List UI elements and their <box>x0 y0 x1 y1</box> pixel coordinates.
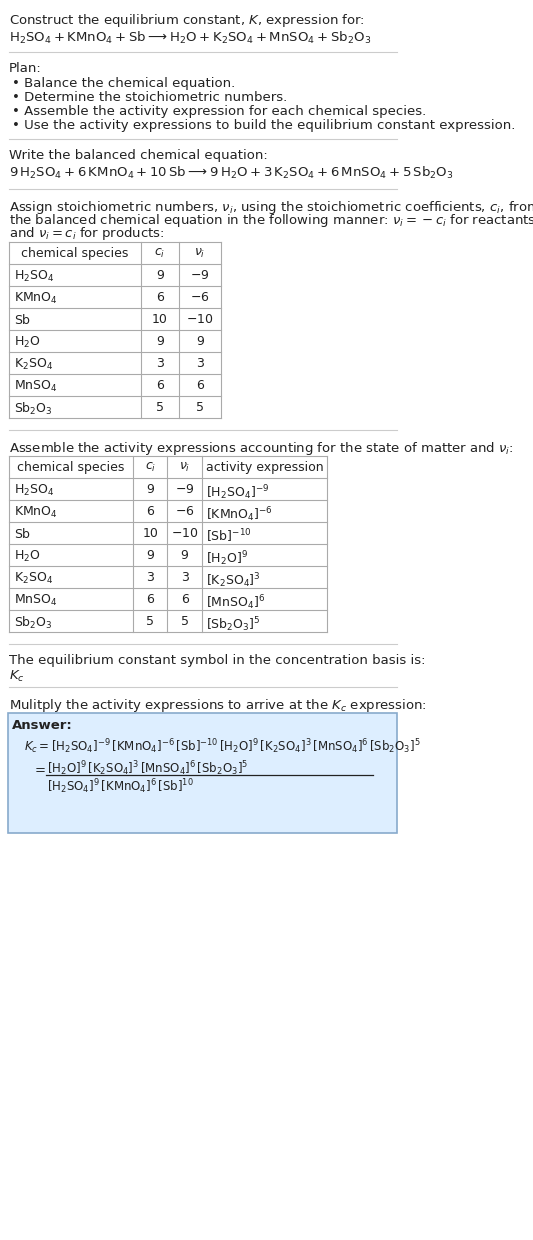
Text: activity expression: activity expression <box>206 461 324 474</box>
Text: $c_i$: $c_i$ <box>154 247 166 260</box>
Text: $-6$: $-6$ <box>190 291 209 304</box>
Text: $\mathrm{KMnO_4}$: $\mathrm{KMnO_4}$ <box>14 291 58 306</box>
Text: • Balance the chemical equation.: • Balance the chemical equation. <box>12 77 236 91</box>
Text: $\mathrm{MnSO_4}$: $\mathrm{MnSO_4}$ <box>14 593 57 608</box>
Text: chemical species: chemical species <box>21 247 128 260</box>
Text: • Determine the stoichiometric numbers.: • Determine the stoichiometric numbers. <box>12 91 287 104</box>
Text: Assemble the activity expressions accounting for the state of matter and $\nu_i$: Assemble the activity expressions accoun… <box>9 440 514 458</box>
Text: $[\mathrm{H_2SO_4}]^{9}\,[\mathrm{KMnO_4}]^{6}\,[\mathrm{Sb}]^{10}$: $[\mathrm{H_2SO_4}]^{9}\,[\mathrm{KMnO_4… <box>47 777 194 796</box>
Text: $\mathrm{K_2SO_4}$: $\mathrm{K_2SO_4}$ <box>14 570 53 587</box>
Text: Plan:: Plan: <box>9 62 42 74</box>
Text: $9\,\mathrm{H_2SO_4} + 6\,\mathrm{KMnO_4} + 10\,\mathrm{Sb} \longrightarrow 9\,\: $9\,\mathrm{H_2SO_4} + 6\,\mathrm{KMnO_4… <box>9 165 454 181</box>
Text: 5: 5 <box>156 401 164 414</box>
Text: $K_c$: $K_c$ <box>9 670 25 684</box>
Text: Mulitply the activity expressions to arrive at the $K_c$ expression:: Mulitply the activity expressions to arr… <box>9 697 427 714</box>
Text: $\nu_i$: $\nu_i$ <box>179 461 190 474</box>
Text: $[\mathrm{MnSO_4}]^{6}$: $[\mathrm{MnSO_4}]^{6}$ <box>206 593 266 611</box>
Text: 9: 9 <box>156 335 164 348</box>
Text: 3: 3 <box>181 570 189 584</box>
Text: $\mathrm{Sb_2O_3}$: $\mathrm{Sb_2O_3}$ <box>14 401 52 417</box>
Text: Construct the equilibrium constant, $K$, expression for:: Construct the equilibrium constant, $K$,… <box>9 12 365 29</box>
Text: 6: 6 <box>147 505 154 518</box>
Text: $\mathrm{H_2SO_4}$: $\mathrm{H_2SO_4}$ <box>14 484 54 498</box>
Text: 5: 5 <box>147 615 155 627</box>
Text: $[\mathrm{K_2SO_4}]^{3}$: $[\mathrm{K_2SO_4}]^{3}$ <box>206 570 261 590</box>
Text: $\mathrm{Sb}$: $\mathrm{Sb}$ <box>14 312 31 327</box>
Text: Answer:: Answer: <box>12 719 73 732</box>
Text: $\mathrm{H_2SO_4}$: $\mathrm{H_2SO_4}$ <box>14 269 54 284</box>
Text: Assign stoichiometric numbers, $\nu_i$, using the stoichiometric coefficients, $: Assign stoichiometric numbers, $\nu_i$, … <box>9 198 533 216</box>
Text: 3: 3 <box>156 357 164 370</box>
Text: Write the balanced chemical equation:: Write the balanced chemical equation: <box>9 149 268 162</box>
Text: $\mathrm{H_2O}$: $\mathrm{H_2O}$ <box>14 335 41 350</box>
Text: $\mathrm{Sb_2O_3}$: $\mathrm{Sb_2O_3}$ <box>14 615 52 631</box>
Text: 9: 9 <box>147 484 154 496</box>
Text: $c_i$: $c_i$ <box>145 461 156 474</box>
Text: 10: 10 <box>152 312 168 326</box>
Text: 6: 6 <box>156 291 164 304</box>
Text: chemical species: chemical species <box>18 461 125 474</box>
Text: 5: 5 <box>196 401 204 414</box>
Text: $[\mathrm{H_2O}]^{9}$: $[\mathrm{H_2O}]^{9}$ <box>206 549 248 568</box>
Text: 6: 6 <box>196 379 204 392</box>
Text: $[\mathrm{H_2SO_4}]^{-9}$: $[\mathrm{H_2SO_4}]^{-9}$ <box>206 484 270 502</box>
Text: 9: 9 <box>156 269 164 281</box>
Text: $[\mathrm{KMnO_4}]^{-6}$: $[\mathrm{KMnO_4}]^{-6}$ <box>206 505 273 523</box>
Text: 3: 3 <box>147 570 154 584</box>
Text: $[\mathrm{Sb}]^{-10}$: $[\mathrm{Sb}]^{-10}$ <box>206 527 252 544</box>
Text: $-6$: $-6$ <box>175 505 195 518</box>
Text: $-10$: $-10$ <box>171 527 198 539</box>
Text: $-10$: $-10$ <box>186 312 214 326</box>
Text: $\mathrm{K_2SO_4}$: $\mathrm{K_2SO_4}$ <box>14 357 53 372</box>
Text: $=$: $=$ <box>32 763 46 775</box>
Text: $\mathrm{KMnO_4}$: $\mathrm{KMnO_4}$ <box>14 505 58 520</box>
Text: $\mathrm{Sb}$: $\mathrm{Sb}$ <box>14 527 31 541</box>
Text: $\nu_i$: $\nu_i$ <box>194 247 206 260</box>
Text: $K_c = [\mathrm{H_2SO_4}]^{-9}\,[\mathrm{KMnO_4}]^{-6}\,[\mathrm{Sb}]^{-10}\,[\m: $K_c = [\mathrm{H_2SO_4}]^{-9}\,[\mathrm… <box>25 737 421 755</box>
Text: $-9$: $-9$ <box>190 269 209 281</box>
Text: 6: 6 <box>147 593 154 606</box>
Text: 3: 3 <box>196 357 204 370</box>
Text: and $\nu_i = c_i$ for products:: and $\nu_i = c_i$ for products: <box>9 224 165 242</box>
Text: $-9$: $-9$ <box>175 484 195 496</box>
Text: $[\mathrm{Sb_2O_3}]^{5}$: $[\mathrm{Sb_2O_3}]^{5}$ <box>206 615 261 634</box>
Text: 9: 9 <box>181 549 189 562</box>
Text: 9: 9 <box>196 335 204 348</box>
FancyBboxPatch shape <box>7 713 397 833</box>
Text: • Use the activity expressions to build the equilibrium constant expression.: • Use the activity expressions to build … <box>12 119 515 131</box>
Text: The equilibrium constant symbol in the concentration basis is:: The equilibrium constant symbol in the c… <box>9 653 426 667</box>
Text: $\mathrm{H_2SO_4 + KMnO_4 + Sb} \longrightarrow \mathrm{H_2O + K_2SO_4 + MnSO_4 : $\mathrm{H_2SO_4 + KMnO_4 + Sb} \longrig… <box>9 30 372 46</box>
Text: 10: 10 <box>142 527 158 539</box>
Text: 9: 9 <box>147 549 154 562</box>
Text: the balanced chemical equation in the following manner: $\nu_i = -c_i$ for react: the balanced chemical equation in the fo… <box>9 212 533 229</box>
Text: $[\mathrm{H_2O}]^{9}\,[\mathrm{K_2SO_4}]^{3}\,[\mathrm{MnSO_4}]^{6}\,[\mathrm{Sb: $[\mathrm{H_2O}]^{9}\,[\mathrm{K_2SO_4}]… <box>47 759 248 777</box>
Text: $\mathrm{MnSO_4}$: $\mathrm{MnSO_4}$ <box>14 379 57 394</box>
Text: 5: 5 <box>181 615 189 627</box>
Text: 6: 6 <box>156 379 164 392</box>
Text: • Assemble the activity expression for each chemical species.: • Assemble the activity expression for e… <box>12 105 426 118</box>
Text: 6: 6 <box>181 593 189 606</box>
Text: $\mathrm{H_2O}$: $\mathrm{H_2O}$ <box>14 549 41 564</box>
